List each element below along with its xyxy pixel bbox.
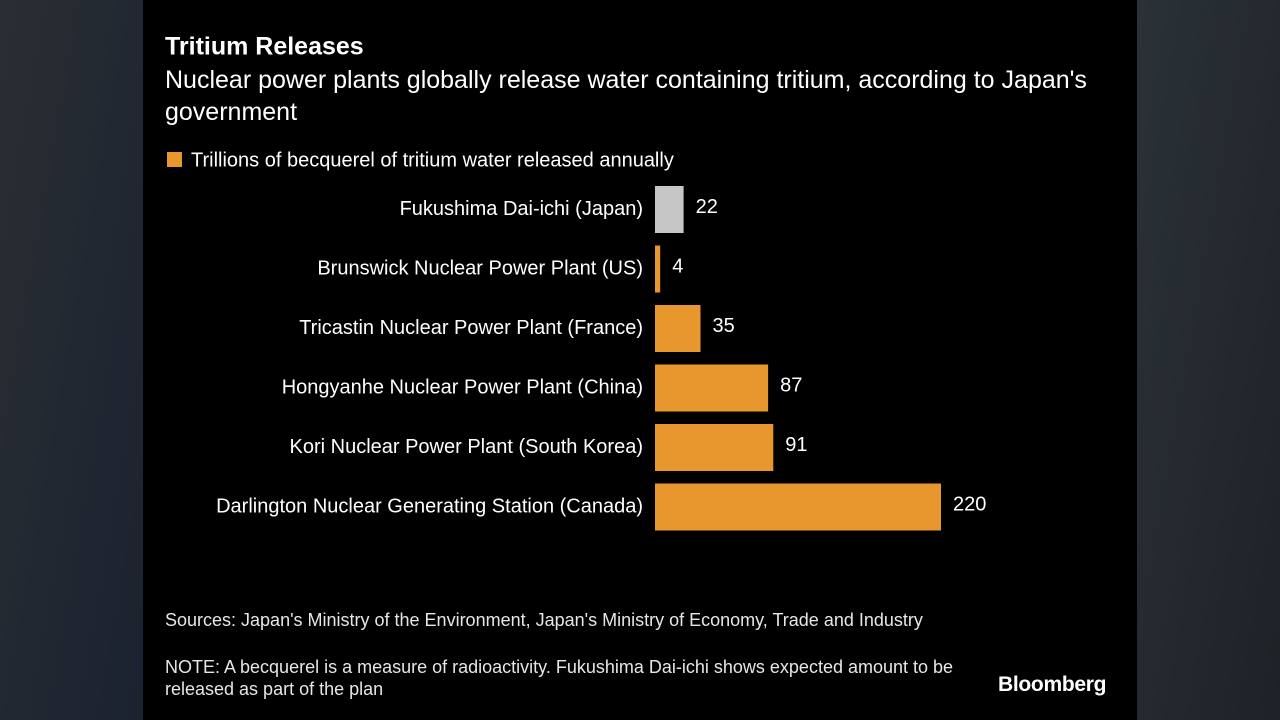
category-label: Darlington Nuclear Generating Station (C… [216,495,643,517]
brand-logo: Bloomberg [998,673,1107,696]
bar [655,483,941,531]
legend-swatch [167,152,182,167]
bar [655,245,661,293]
category-label: Fukushima Dai-ichi (Japan) [400,198,643,220]
category-label: Kori Nuclear Power Plant (South Korea) [290,436,644,458]
value-label: 4 [672,255,683,277]
bar [655,305,701,352]
category-label: Tricastin Nuclear Power Plant (France) [299,317,643,339]
value-label: 35 [713,315,735,337]
value-label: 220 [953,493,986,515]
chart-panel [143,0,1137,720]
value-label: 87 [780,374,802,396]
chart-subtitle: Nuclear power plants globally release wa… [165,66,1087,126]
value-label: 22 [696,196,718,218]
category-label: Brunswick Nuclear Power Plant (US) [317,257,643,279]
chart-title: Tritium Releases [165,33,364,61]
legend-label: Trillions of becquerel of tritium water … [191,149,674,171]
bar [655,186,684,233]
category-label: Hongyanhe Nuclear Power Plant (China) [282,376,643,398]
footnote: NOTE: A becquerel is a measure of radioa… [165,657,954,699]
source-note: Sources: Japan's Ministry of the Environ… [165,610,923,630]
bar [655,364,769,412]
value-label: 91 [785,434,807,456]
bar [655,424,774,471]
